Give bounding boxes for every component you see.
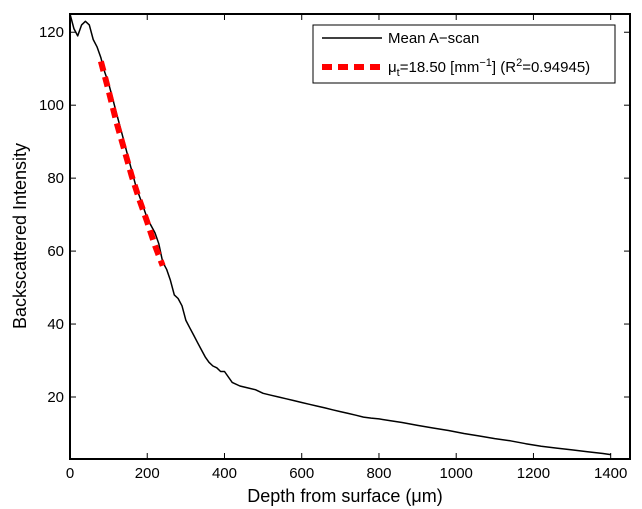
x-axis: 0 200 400 600 800 1000 1200 1400 xyxy=(66,14,627,482)
x-tick-label: 200 xyxy=(135,465,160,482)
legend-box xyxy=(312,24,616,84)
series-line-mean-a-scan xyxy=(69,13,611,456)
x-tick-label: 1000 xyxy=(440,465,473,482)
x-tick-label: 0 xyxy=(66,465,74,482)
legend-label-mean-a-scan: Mean A−scan xyxy=(388,30,479,47)
plot-frame xyxy=(69,13,631,460)
y-tick-label: 20 xyxy=(47,389,64,406)
x-tick-label: 600 xyxy=(289,465,314,482)
y-tick-label: 40 xyxy=(47,316,64,333)
y-tick-label: 120 xyxy=(39,24,64,41)
x-tick-label: 1200 xyxy=(517,465,550,482)
x-tick-label: 800 xyxy=(366,465,391,482)
x-axis-label: Depth from surface (μm) xyxy=(247,486,442,506)
y-tick-label: 100 xyxy=(39,97,64,114)
legend-label-fit: μt=18.50 [mm−1] (R2=0.94945) xyxy=(388,57,590,79)
x-tick-label: 1400 xyxy=(594,465,627,482)
legend: Mean A−scan μt=18.50 [mm−1] (R2=0.94945) xyxy=(312,24,616,84)
x-tick-label: 400 xyxy=(212,465,237,482)
plot-content xyxy=(69,13,611,456)
y-tick-label: 80 xyxy=(47,170,64,187)
y-tick-label: 60 xyxy=(47,243,64,260)
y-axis-label: Backscattered Intensity xyxy=(10,143,30,329)
series-line-fit xyxy=(97,60,166,267)
y-axis: 20 40 60 80 100 120 xyxy=(39,24,630,406)
